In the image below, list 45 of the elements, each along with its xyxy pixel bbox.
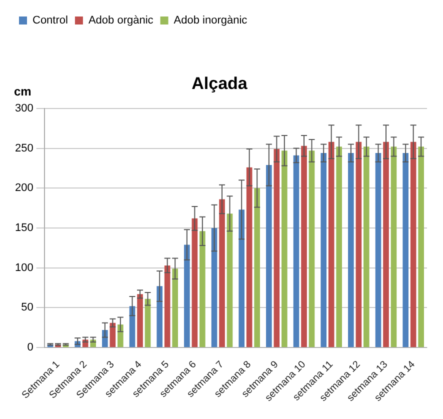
bar (246, 167, 252, 348)
bar (266, 165, 272, 348)
bar (336, 146, 342, 348)
bar (364, 146, 370, 348)
bar (192, 218, 198, 348)
bar (118, 324, 124, 348)
y-tick-label: 200 (14, 182, 34, 194)
bar (274, 149, 280, 348)
legend-label: Control (32, 14, 68, 27)
bar (328, 142, 334, 348)
bar (164, 265, 170, 348)
bar (238, 210, 245, 348)
legend-label: Adob inorgànic (174, 14, 248, 27)
bar (226, 214, 233, 348)
bar (172, 268, 178, 348)
bar (308, 150, 315, 348)
bar (320, 153, 326, 348)
y-axis-title: cm (14, 84, 32, 99)
bar (156, 286, 163, 348)
bar (282, 150, 288, 348)
bar (219, 199, 225, 348)
bar (184, 244, 190, 348)
bar (383, 142, 389, 348)
bar (301, 146, 307, 348)
chart-title: Alçada (192, 74, 248, 93)
y-tick-label: 0 (27, 342, 34, 354)
bar (137, 294, 143, 348)
bar (356, 142, 362, 348)
y-tick-label: 250 (14, 142, 34, 154)
bar (293, 155, 300, 348)
y-tick-label: 300 (14, 102, 34, 114)
bar (375, 153, 382, 348)
bar (410, 142, 416, 348)
bar (254, 188, 260, 348)
bar (200, 231, 206, 348)
legend-label: Adob orgànic (88, 14, 154, 27)
bar (418, 146, 424, 348)
bar (348, 153, 354, 348)
bar (402, 153, 408, 348)
y-tick-label: 100 (14, 262, 34, 274)
bar (211, 228, 218, 348)
bar (144, 298, 151, 348)
bar (390, 146, 397, 348)
y-tick-label: 150 (14, 222, 34, 234)
y-tick-label: 50 (21, 302, 34, 314)
